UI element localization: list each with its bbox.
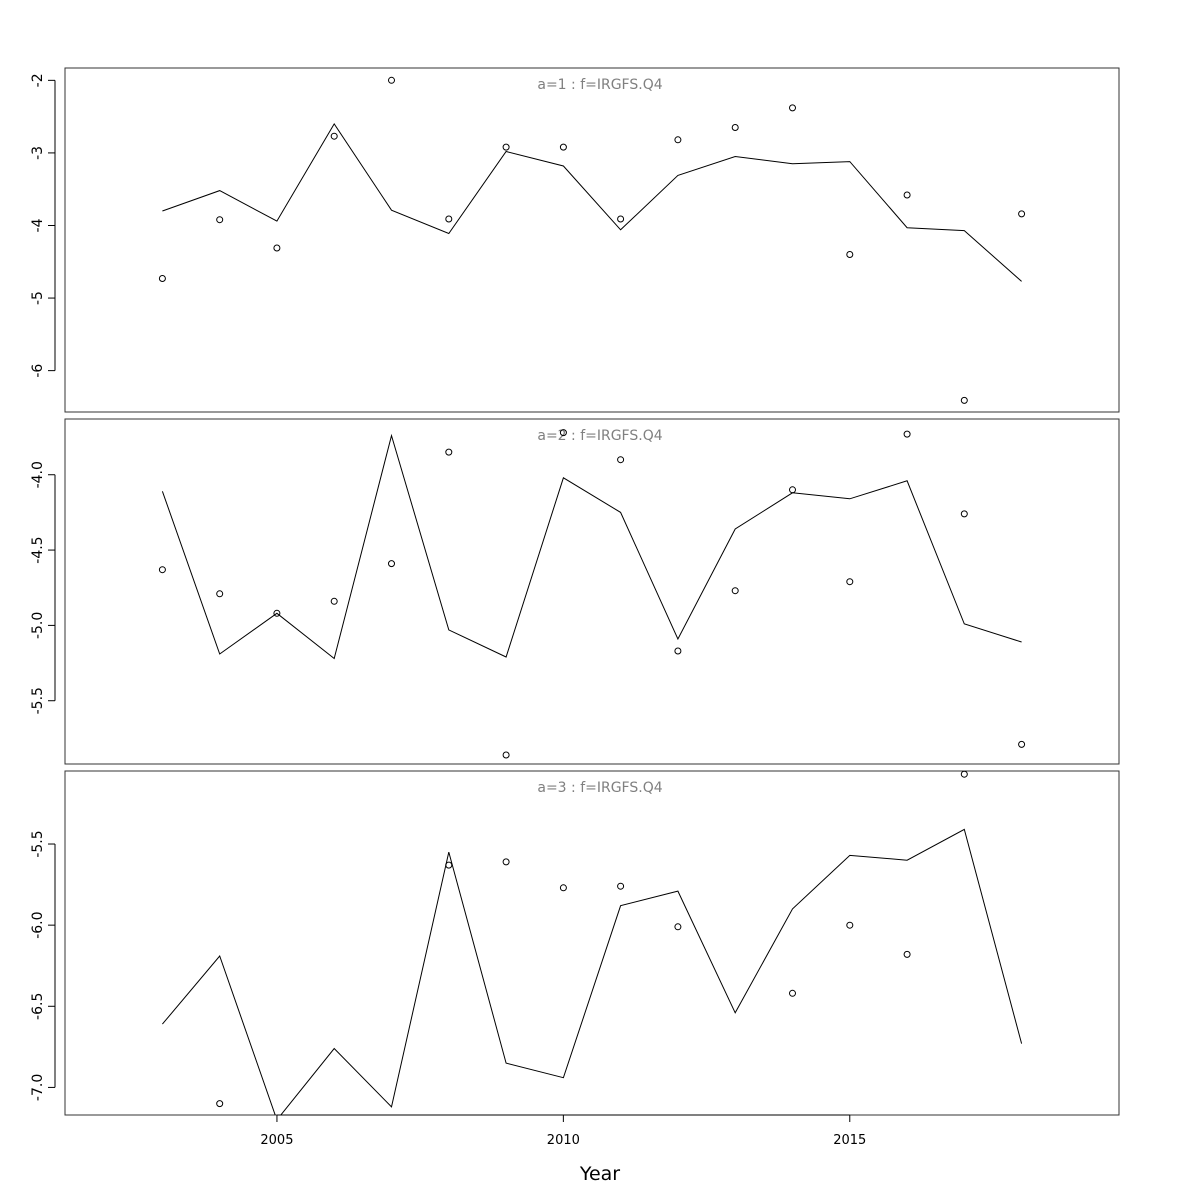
y-tick-label: -7.0 [30,1074,46,1101]
observed-point [1018,740,1026,748]
observed-point [1018,210,1026,218]
panel-2: a=2 : f=IRGFS.Q4 -4.0 -4.5 -5.0 -5.5 [30,418,1120,765]
observed-point [674,647,682,655]
panel-1: a=1 : f=IRGFS.Q4 -2 -3 -4 -5 -6 [30,67,1120,413]
observed-point [617,456,625,464]
panel-frame [64,67,1120,413]
panel-data [162,771,1023,1115]
observed-point [731,587,739,595]
x-tick-label: 2005 [260,1133,293,1148]
observed-point [273,244,281,252]
observed-point [388,76,395,84]
y-tick-label: -5 [30,291,46,305]
x-axis: 2005 2010 2015 [260,1114,866,1148]
observed-point [158,566,166,574]
panel-data [158,429,1026,759]
observed-point [158,275,166,282]
observed-point [216,216,224,224]
observed-point [789,486,796,494]
observed-point [502,143,510,151]
observed-point [330,132,338,140]
y-tick-label: -6 [30,364,46,378]
panel-title: a=2 : f=IRGFS.Q4 [537,428,662,444]
observed-point [789,104,796,112]
observed-point [960,510,968,518]
y-tick-label: -4 [30,218,46,232]
y-tick-label: -6.5 [30,993,46,1020]
panel-frame [64,770,1120,1116]
observed-point [559,884,567,892]
observed-point [674,136,682,144]
y-tick-label: -5.5 [30,687,46,714]
observed-point [960,396,968,404]
y-tick-label: -5.5 [30,830,46,857]
observed-point [903,950,911,958]
fitted-line [161,433,1022,660]
panel-3: a=3 : f=IRGFS.Q4 -5.5 -6.0 -6.5 -7.0 [30,770,1120,1116]
observed-point [903,191,911,199]
observed-point [731,124,739,131]
observed-point [559,429,567,437]
observed-point [445,215,453,223]
x-tick-label: 2010 [547,1133,580,1148]
observed-point [559,143,567,151]
observed-point [273,609,281,617]
y-tick-label: -3 [30,146,46,160]
observed-point [445,861,453,869]
observed-point [388,560,395,568]
observed-point [617,215,625,223]
y-tick-label: -4.5 [30,536,46,563]
panel-title: a=3 : f=IRGFS.Q4 [537,780,662,796]
y-tick-label: -2 [30,73,46,87]
observed-point [846,921,854,929]
observed-point [960,771,968,778]
fitted-line [162,828,1023,1115]
x-tick-label: 2015 [833,1133,866,1148]
observed-point [903,430,911,438]
panel-frame [64,418,1120,765]
observed-point [502,858,510,866]
observed-point [216,1100,224,1108]
fitted-line [162,122,1022,282]
y-tick-label: -5.0 [30,612,46,639]
panel-title: a=1 : f=IRGFS.Q4 [537,77,662,93]
observed-point [846,251,854,258]
y-tick-label: -6.0 [30,911,46,938]
panel-data [158,76,1026,404]
y-tick-label: -4.0 [30,461,46,488]
observed-point [789,989,796,997]
observed-point [617,882,625,890]
observed-point [216,590,224,598]
observed-point [330,597,338,605]
observed-point [846,578,854,586]
observed-point [445,448,453,456]
panels-group: a=1 : f=IRGFS.Q4 -2 -3 -4 -5 -6 a=2 : f=IRGFS.… [30,67,1120,1116]
observed-point [674,923,682,931]
observed-point [502,751,510,759]
x-axis-label: Year [579,1163,620,1185]
